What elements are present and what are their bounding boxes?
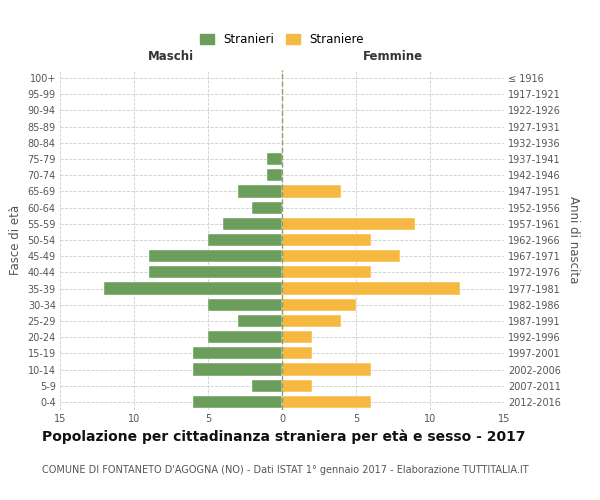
- Bar: [208, 331, 282, 343]
- Text: Maschi: Maschi: [148, 50, 194, 63]
- Text: COMUNE DI FONTANETO D'AGOGNA (NO) - Dati ISTAT 1° gennaio 2017 - Elaborazione TU: COMUNE DI FONTANETO D'AGOGNA (NO) - Dati…: [42, 465, 529, 475]
- Bar: [282, 348, 311, 360]
- Bar: [208, 234, 282, 246]
- Y-axis label: Anni di nascita: Anni di nascita: [566, 196, 580, 284]
- Legend: Stranieri, Straniere: Stranieri, Straniere: [195, 28, 369, 50]
- Bar: [282, 331, 311, 343]
- Bar: [282, 234, 371, 246]
- Bar: [149, 250, 282, 262]
- Bar: [282, 250, 400, 262]
- Bar: [282, 315, 341, 327]
- Text: Femmine: Femmine: [363, 50, 423, 63]
- Bar: [282, 298, 356, 311]
- Bar: [282, 380, 311, 392]
- Bar: [149, 266, 282, 278]
- Bar: [193, 396, 282, 408]
- Bar: [238, 186, 282, 198]
- Bar: [282, 396, 371, 408]
- Bar: [208, 298, 282, 311]
- Bar: [104, 282, 282, 294]
- Bar: [193, 364, 282, 376]
- Bar: [282, 218, 415, 230]
- Bar: [282, 186, 341, 198]
- Bar: [253, 380, 282, 392]
- Bar: [223, 218, 282, 230]
- Bar: [267, 153, 282, 165]
- Bar: [282, 282, 460, 294]
- Bar: [282, 266, 371, 278]
- Bar: [267, 169, 282, 181]
- Bar: [193, 348, 282, 360]
- Bar: [238, 315, 282, 327]
- Bar: [253, 202, 282, 213]
- Text: Popolazione per cittadinanza straniera per età e sesso - 2017: Popolazione per cittadinanza straniera p…: [42, 430, 526, 444]
- Y-axis label: Fasce di età: Fasce di età: [9, 205, 22, 275]
- Bar: [282, 364, 371, 376]
